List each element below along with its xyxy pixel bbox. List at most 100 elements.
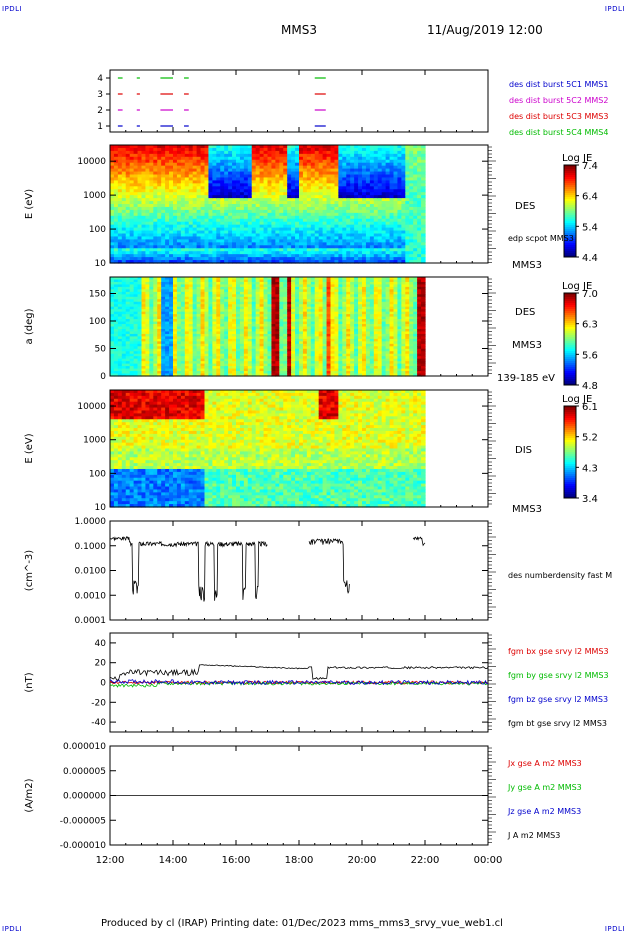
burst-yticklabel-0: 4 — [97, 74, 103, 84]
bfield-yticklabel-4: -40 — [91, 718, 106, 728]
des-pitch-cells — [110, 277, 426, 377]
dis-energy-colorbar-border — [563, 405, 577, 499]
dis-energy-side-label-0: DIS — [515, 445, 532, 456]
density-frame — [109, 520, 489, 621]
des-energy-side-label-1: edp scpot MMS3 — [508, 234, 574, 243]
des-pitch-side-label-2: 139-185 eV — [497, 373, 555, 384]
burst-yticklabel-2: 2 — [97, 106, 103, 116]
page-date: 11/Aug/2019 12:00 — [427, 23, 543, 37]
density-yticklabel-1: 0.1000 — [75, 542, 107, 552]
xaxis-ticklabel-5: 22:00 — [411, 855, 440, 866]
xaxis-ticklabel-6: 00:00 — [474, 855, 503, 866]
des-pitch-yticklabel-0: 150 — [89, 290, 106, 300]
des-pitch-ylabel: a (deg) — [24, 308, 35, 344]
bfield-legend-2: fgm bz gse srvy l2 MMS3 — [508, 695, 608, 704]
corner-mark-left: IPDLI — [2, 5, 23, 13]
density-legend-0: des numberdensity fast M — [508, 571, 612, 580]
des-pitch-border — [109, 276, 489, 377]
des-pitch-yticklabel-2: 50 — [95, 345, 107, 355]
current-yticklabel-0: 0.000010 — [63, 742, 106, 752]
corner-mark-right: IPDLI — [604, 5, 625, 13]
current-legend-0: Jx gse A m2 MMS3 — [507, 759, 582, 768]
bfield-yticklabel-0: 40 — [95, 639, 107, 649]
burst-legend-2: des dist burst 5C2 MMS2 — [509, 96, 608, 105]
des-pitch-side-label-0: DES — [515, 307, 535, 318]
des-pitch-colorbar-border — [563, 292, 577, 386]
des-energy-yticklabel-2: 100 — [89, 225, 106, 235]
dis-energy-yticklabel-3: 10 — [95, 503, 107, 513]
des-energy-yticklabel-0: 10000 — [77, 157, 106, 167]
dis-energy-colorbar-tick-2: 4.3 — [582, 463, 598, 474]
des-energy-colorbar — [564, 165, 576, 258]
page-title: MMS3 — [281, 23, 317, 37]
density-yticklabel-4: 0.0001 — [75, 616, 107, 626]
burst-legend-1: des dist burst 5C1 MMS1 — [509, 80, 608, 89]
burst-yticklabel-1: 3 — [97, 90, 103, 100]
dis-energy-colorbar-tick-1: 5.2 — [582, 433, 598, 444]
current-yticklabel-1: 0.000005 — [63, 767, 106, 777]
dis-energy-yticklabel-0: 10000 — [77, 402, 106, 412]
des-pitch-colorbar-tick-1: 6.3 — [582, 320, 598, 331]
des-energy-colorbar-tick-0: 7.4 — [582, 161, 598, 172]
density-yticklabel-3: 0.0010 — [75, 591, 107, 601]
bfield-series-2 — [109, 679, 488, 686]
des-energy-colorbar-border — [563, 164, 577, 258]
des-energy-cells — [110, 145, 426, 264]
dis-energy-yticklabel-2: 100 — [89, 469, 106, 479]
burst-legend-4: des dist burst 5C4 MMS4 — [509, 128, 608, 137]
des-pitch-yticklabel-1: 100 — [89, 317, 106, 327]
bfield-legend-1: fgm by gse srvy l2 MMS3 — [508, 671, 609, 680]
dis-energy-ylabel: E (eV) — [24, 433, 35, 463]
xaxis-ticklabel-3: 18:00 — [285, 855, 314, 866]
current-legend-2: Jz gse A m2 MMS3 — [507, 807, 581, 816]
bfield-yticklabel-3: -20 — [91, 698, 106, 708]
dis-energy-border — [109, 389, 489, 508]
des-energy-side-label-0: DES — [515, 201, 535, 212]
des-energy-border — [109, 144, 489, 264]
current-yticklabel-3: -0.000005 — [60, 816, 106, 826]
current-yticklabel-2: 0.000000 — [63, 792, 106, 802]
burst-yticklabel-3: 1 — [97, 122, 103, 132]
dis-energy-side-label-1: MMS3 — [512, 504, 542, 515]
dis-energy-cells — [110, 390, 426, 508]
des-energy-ylabel: E (eV) — [24, 189, 35, 219]
xaxis-ticklabel-2: 16:00 — [222, 855, 251, 866]
dis-energy-colorbar-label: Log JE — [562, 394, 592, 405]
footer-text: Produced by cl (IRAP) Printing date: 01/… — [101, 918, 503, 929]
des-pitch-colorbar-tick-3: 4.8 — [582, 381, 598, 392]
des-pitch-colorbar-label: Log JE — [562, 281, 592, 292]
xaxis-ticklabel-4: 20:00 — [348, 855, 377, 866]
des-pitch-side-label-1: MMS3 — [512, 340, 542, 351]
bfield-yticklabel-1: 20 — [95, 659, 107, 669]
bfield-legend-3: fgm bt gse srvy l2 MMS3 — [508, 719, 607, 728]
bfield-yticklabel-2: 0 — [100, 679, 106, 689]
des-energy-side-label-2: MMS3 — [512, 260, 542, 271]
bfield-legend-0: fgm bx gse srvy l2 MMS3 — [508, 647, 609, 656]
dis-energy-colorbar-tick-0: 6.1 — [582, 402, 598, 413]
dis-energy-yticklabel-1: 1000 — [83, 436, 106, 446]
dis-energy-colorbar-tick-3: 3.4 — [582, 494, 598, 505]
bfield-series-3 — [109, 664, 489, 681]
des-energy-colorbar-tick-2: 5.4 — [582, 222, 598, 233]
des-pitch-yticklabel-3: 0 — [100, 372, 106, 382]
footer-corner-right: IPDLI — [604, 925, 625, 933]
footer-corner-left: IPDLI — [2, 925, 23, 933]
dis-energy-colorbar — [564, 406, 576, 499]
des-energy-colorbar-tick-1: 6.4 — [582, 192, 598, 203]
density-series-line — [109, 536, 426, 602]
density-yticklabel-0: 1.0000 — [75, 517, 107, 527]
des-energy-colorbar-tick-3: 4.4 — [582, 253, 598, 264]
des-energy-colorbar-label: Log JE — [562, 153, 592, 164]
des-energy-yticklabel-3: 10 — [95, 259, 107, 269]
density-ylabel: (cm^-3) — [24, 550, 35, 591]
bfield-series-0 — [109, 680, 489, 685]
current-ylabel: (A/m2) — [24, 778, 35, 812]
xaxis-ticklabel-0: 12:00 — [96, 855, 125, 866]
current-yticklabel-4: -0.000010 — [60, 841, 106, 851]
bfield-ylabel: (nT) — [24, 672, 35, 692]
des-energy-yticklabel-1: 1000 — [83, 191, 106, 201]
des-pitch-colorbar-tick-2: 5.6 — [582, 350, 598, 361]
des-pitch-colorbar — [564, 293, 576, 386]
des-pitch-colorbar-tick-0: 7.0 — [582, 289, 598, 300]
